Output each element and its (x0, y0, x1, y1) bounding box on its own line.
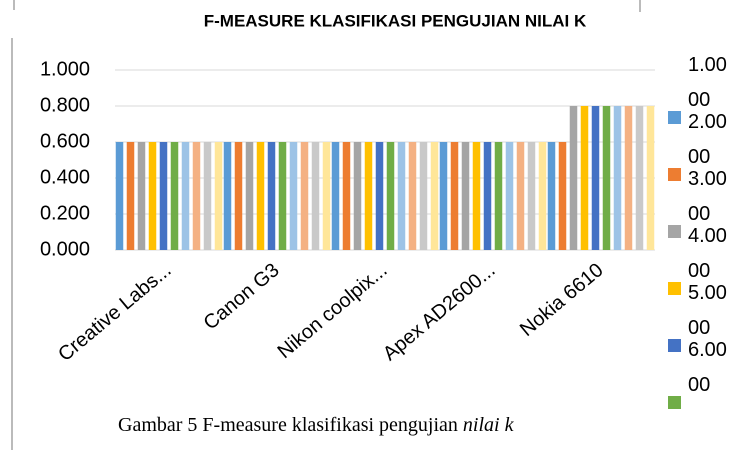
bar (527, 142, 536, 250)
bar (430, 142, 439, 250)
bar (375, 142, 384, 250)
bar (635, 106, 644, 250)
y-tick-label: 0.800 (40, 94, 90, 116)
legend-marker (668, 396, 681, 409)
bar (267, 142, 276, 250)
legend-label: 3.0000 (688, 168, 727, 225)
bar (300, 142, 309, 250)
legend-label: 1.0000 (688, 54, 727, 111)
bar (137, 142, 146, 250)
legend-marker (668, 339, 681, 352)
bar (148, 142, 157, 250)
bar (472, 142, 481, 250)
x-tick-label: Apex AD2600... (379, 259, 500, 365)
bar (256, 142, 265, 250)
y-tick-label: 0.000 (40, 238, 90, 260)
bar (450, 142, 459, 250)
caption-text: Gambar 5 F-measure klasifikasi pengujian (118, 414, 463, 436)
bar (516, 142, 525, 250)
bar (192, 142, 201, 250)
bar (342, 142, 351, 250)
bar (115, 142, 124, 250)
bar (397, 142, 406, 250)
chart-title: F-MEASURE KLASIFIKASI PENGUJIAN NILAI K (204, 11, 587, 30)
y-tick-label: 0.600 (40, 130, 90, 152)
bar (505, 142, 514, 250)
legend-marker (668, 282, 681, 295)
legend-label: 2.0000 (688, 111, 727, 168)
legend-marker (668, 168, 681, 181)
bar (461, 142, 470, 250)
legend-marker (668, 225, 681, 238)
bar (613, 106, 622, 250)
x-tick-label: Creative Labs... (54, 259, 175, 366)
bar (494, 142, 503, 250)
bar (126, 142, 135, 250)
bar (170, 142, 179, 250)
legend-label: 5.0000 (688, 282, 727, 339)
x-tick-label: Canon G3 (200, 259, 284, 334)
bar (234, 142, 243, 250)
bar (547, 142, 556, 250)
bar (223, 142, 232, 250)
bar (591, 106, 600, 250)
bar (322, 142, 331, 250)
legend-label: 6.0000 (688, 339, 727, 396)
y-tick-label: 1.000 (40, 58, 90, 80)
bar (558, 142, 567, 250)
y-tick-label: 0.200 (40, 202, 90, 224)
bar (646, 106, 655, 250)
bar (386, 142, 395, 250)
bar (624, 106, 633, 250)
x-tick-label: Nikon coolpix... (274, 259, 392, 363)
bar (278, 142, 287, 250)
caption-italic: nilai k (463, 414, 515, 436)
caption: Gambar 5 F-measure klasifikasi pengujian… (118, 414, 515, 436)
bar (538, 142, 547, 250)
bar (181, 142, 190, 250)
bar (483, 142, 492, 250)
x-tick-label: Nokia 6610 (516, 259, 608, 341)
bar (419, 142, 428, 250)
bar (353, 142, 362, 250)
bar (580, 106, 589, 250)
y-tick-label: 0.400 (40, 166, 90, 188)
bar (602, 106, 611, 250)
bar (408, 142, 417, 250)
bar (245, 142, 254, 250)
legend-marker (668, 111, 681, 124)
bar (331, 142, 340, 250)
bar (289, 142, 298, 250)
bar (203, 142, 212, 250)
bar (214, 142, 223, 250)
bar (439, 142, 448, 250)
bar (159, 142, 168, 250)
bar (311, 142, 320, 250)
bar (364, 142, 373, 250)
legend-label: 4.0000 (688, 225, 727, 282)
bar (569, 106, 578, 250)
